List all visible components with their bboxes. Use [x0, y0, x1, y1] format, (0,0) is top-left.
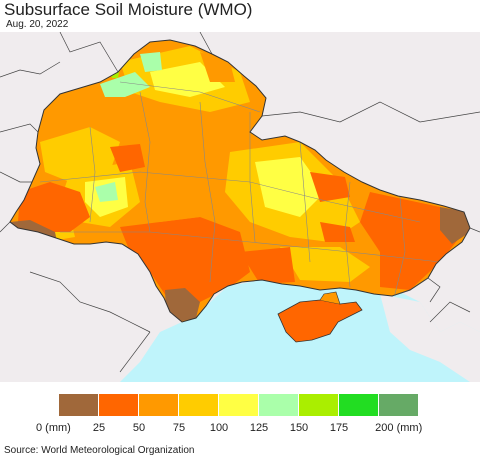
legend-tick-25: 25 — [92, 422, 106, 434]
legend-swatch-100-125 — [219, 394, 259, 416]
map-title: Subsurface Soil Moisture (WMO) — [4, 0, 253, 19]
legend-tick-50: 50 — [132, 422, 146, 434]
neighbor-land-east — [380, 294, 480, 382]
legend-swatch-0-25 — [59, 394, 99, 416]
legend-tick-150: 150 — [289, 422, 309, 434]
legend-swatch-75-100 — [179, 394, 219, 416]
legend-swatch-125-150 — [259, 394, 299, 416]
legend-swatch-200-plus — [379, 394, 419, 416]
legend-swatch-150-175 — [299, 394, 339, 416]
legend-tick-75: 75 — [172, 422, 186, 434]
map-date: Aug. 20, 2022 — [6, 19, 69, 30]
legend-tick-0: 0 (mm) — [36, 422, 71, 434]
legend-swatch-25-50 — [99, 394, 139, 416]
legend-tick-200: 200 (mm) — [375, 422, 423, 434]
source-credit: Source: World Meteorological Organizatio… — [4, 445, 195, 456]
legend-colorbar — [59, 394, 419, 416]
neighbor-borders — [0, 32, 480, 373]
legend-tick-125: 125 — [249, 422, 269, 434]
legend-swatch-175-200 — [339, 394, 379, 416]
legend: 0 (mm) 25 50 75 100 125 150 175 200 (mm) — [0, 394, 480, 438]
soil-moisture-map — [0, 32, 480, 382]
legend-tick-175: 175 — [329, 422, 349, 434]
legend-swatch-50-75 — [139, 394, 179, 416]
legend-tick-100: 100 — [209, 422, 229, 434]
